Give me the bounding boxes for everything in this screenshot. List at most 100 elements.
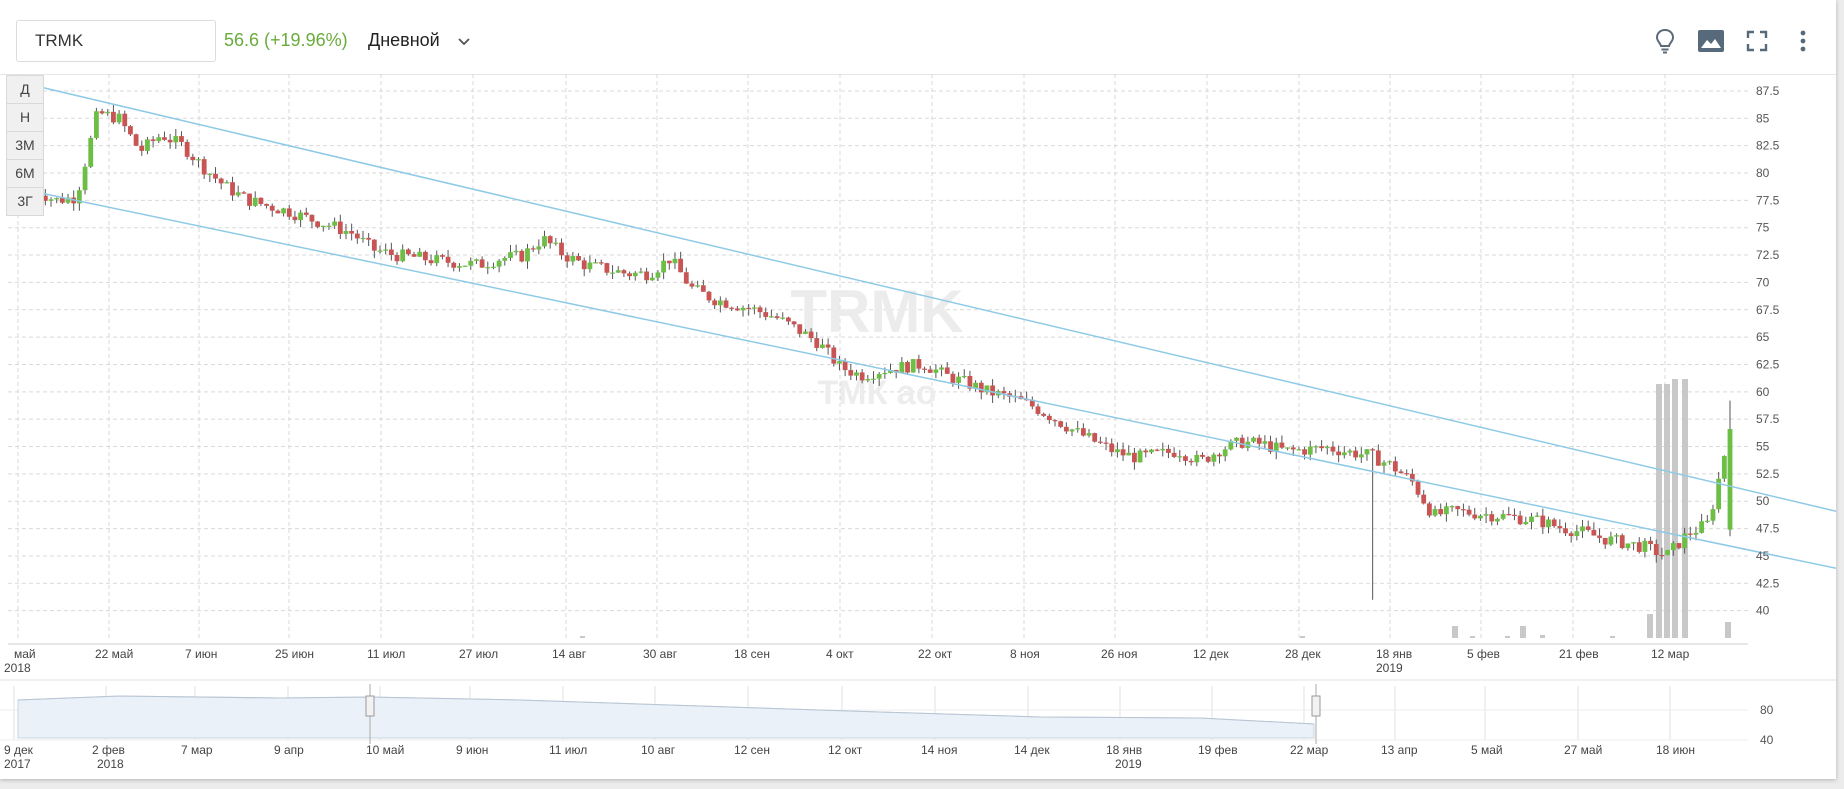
navigator-x-label: 2 фев (92, 743, 125, 757)
candle-body (111, 111, 116, 123)
navigator-x-label: 19 фев (1198, 743, 1238, 757)
lightbulb-icon[interactable] (1648, 24, 1682, 58)
candle-body (570, 255, 576, 262)
navigator-handle-left[interactable] (365, 695, 375, 717)
navigator-x-label: 7 мар (181, 743, 213, 757)
candle-body (615, 270, 621, 273)
candle-body (1075, 428, 1081, 430)
candle-body (1421, 494, 1427, 504)
range-button-3y[interactable]: 3Г (17, 193, 33, 209)
candle-body (1086, 433, 1092, 436)
navigator-x-label: 9 июн (456, 743, 488, 757)
candle-body (910, 359, 916, 373)
trend-channel[interactable] (33, 84, 1836, 570)
candle-body (139, 145, 145, 151)
candle-body (1716, 478, 1722, 510)
candle-body (1506, 514, 1512, 516)
candle-body (655, 272, 661, 278)
candle-body (984, 385, 990, 393)
range-button-day[interactable]: Д (7, 76, 43, 104)
navigator-handle-right[interactable] (1311, 695, 1321, 717)
candle-body (1483, 514, 1489, 516)
candle-body (213, 173, 218, 179)
candle-body (1597, 535, 1602, 538)
candle-body (1166, 448, 1171, 453)
candle-body (666, 260, 672, 264)
candle-body (133, 134, 139, 146)
candle-body (604, 263, 610, 273)
candle-body (950, 373, 956, 383)
volume-bar (1664, 384, 1670, 638)
candle-body (1319, 446, 1324, 449)
candle-body (230, 182, 235, 196)
interval-label: Дневной (368, 30, 440, 50)
candle-body (559, 242, 564, 256)
y-tick-label: 47.5 (1756, 522, 1780, 536)
interval-dropdown[interactable]: Дневной (368, 30, 471, 52)
x-tick-label: 22 окт (918, 647, 953, 661)
range-button-6m[interactable]: 6М (7, 160, 43, 188)
candle-body (530, 248, 536, 250)
candle-body (961, 376, 967, 378)
candle-body (927, 369, 933, 373)
chevron-down-icon (457, 31, 471, 52)
more-vertical-icon[interactable] (1786, 24, 1820, 58)
candle-body (1602, 537, 1608, 545)
candle-body (899, 362, 905, 373)
x-tick-label: 30 авг (643, 647, 678, 661)
candle-body (1704, 520, 1710, 522)
navigator-x-label: 12 окт (828, 743, 863, 757)
candle-body (712, 300, 718, 306)
candle-body (1631, 542, 1636, 544)
candle-body (156, 137, 162, 142)
candle-body (774, 316, 780, 319)
candle-body (116, 113, 122, 123)
y-tick-label: 65 (1756, 330, 1770, 344)
candle-body (1041, 413, 1047, 416)
candle-body (1443, 506, 1449, 515)
x-tick-label: 12 дек (1193, 647, 1229, 661)
candle-body (405, 249, 411, 255)
navigator-x-label: 12 сен (734, 743, 770, 757)
candle-body (128, 126, 133, 135)
y-tick-label: 62.5 (1756, 357, 1780, 371)
y-tick-label: 42.5 (1756, 576, 1780, 590)
image-icon[interactable] (1694, 24, 1728, 58)
price-chart[interactable]: TRMK ТМК ао 87.5 85 82.5 80 77.5 75 72.5 70 67.5… (0, 74, 1836, 779)
x-axis: май 22 май 7 июн 25 июн 11 июл 27 июл 14 авг 30… (4, 643, 1748, 675)
candle-body (1653, 544, 1659, 556)
fullscreen-icon[interactable] (1740, 24, 1774, 58)
range-button-3m[interactable]: 3М (7, 132, 43, 160)
candle-body (1097, 441, 1103, 443)
candle-body (1648, 540, 1653, 545)
candle-body (1160, 448, 1166, 451)
candle-body (1563, 528, 1568, 534)
candle-body (644, 271, 650, 281)
candle-body (1290, 447, 1296, 450)
candle-body (264, 203, 269, 206)
candle-body (542, 236, 547, 247)
candle-body (326, 225, 332, 227)
range-navigator[interactable]: 9 дек 2 фев 7 мар 9 апр 10 май 9 июн 11 июл 10 … (0, 679, 1836, 771)
candle-body (956, 376, 961, 383)
candle-body (916, 359, 922, 369)
candle-body (1302, 449, 1307, 455)
candle-body (1114, 449, 1120, 453)
candle-body (610, 272, 615, 274)
candle-body (1307, 446, 1313, 455)
candle-body (768, 316, 774, 318)
candle-body (865, 378, 871, 381)
navigator-x-label: 27 май (1564, 743, 1602, 757)
candle-body (343, 231, 349, 234)
range-button-week[interactable]: Н (7, 104, 43, 132)
candle-body (1046, 415, 1052, 421)
candle-body (1415, 481, 1421, 495)
candle-body (54, 198, 60, 200)
candle-body (59, 198, 65, 203)
volume-bar (1647, 614, 1653, 638)
volume-bar (1452, 626, 1458, 638)
ticker-input[interactable] (16, 20, 216, 62)
candle-body (1069, 429, 1075, 432)
y-tick-label: 52.5 (1756, 467, 1780, 481)
y-tick-label: 82.5 (1756, 139, 1780, 153)
